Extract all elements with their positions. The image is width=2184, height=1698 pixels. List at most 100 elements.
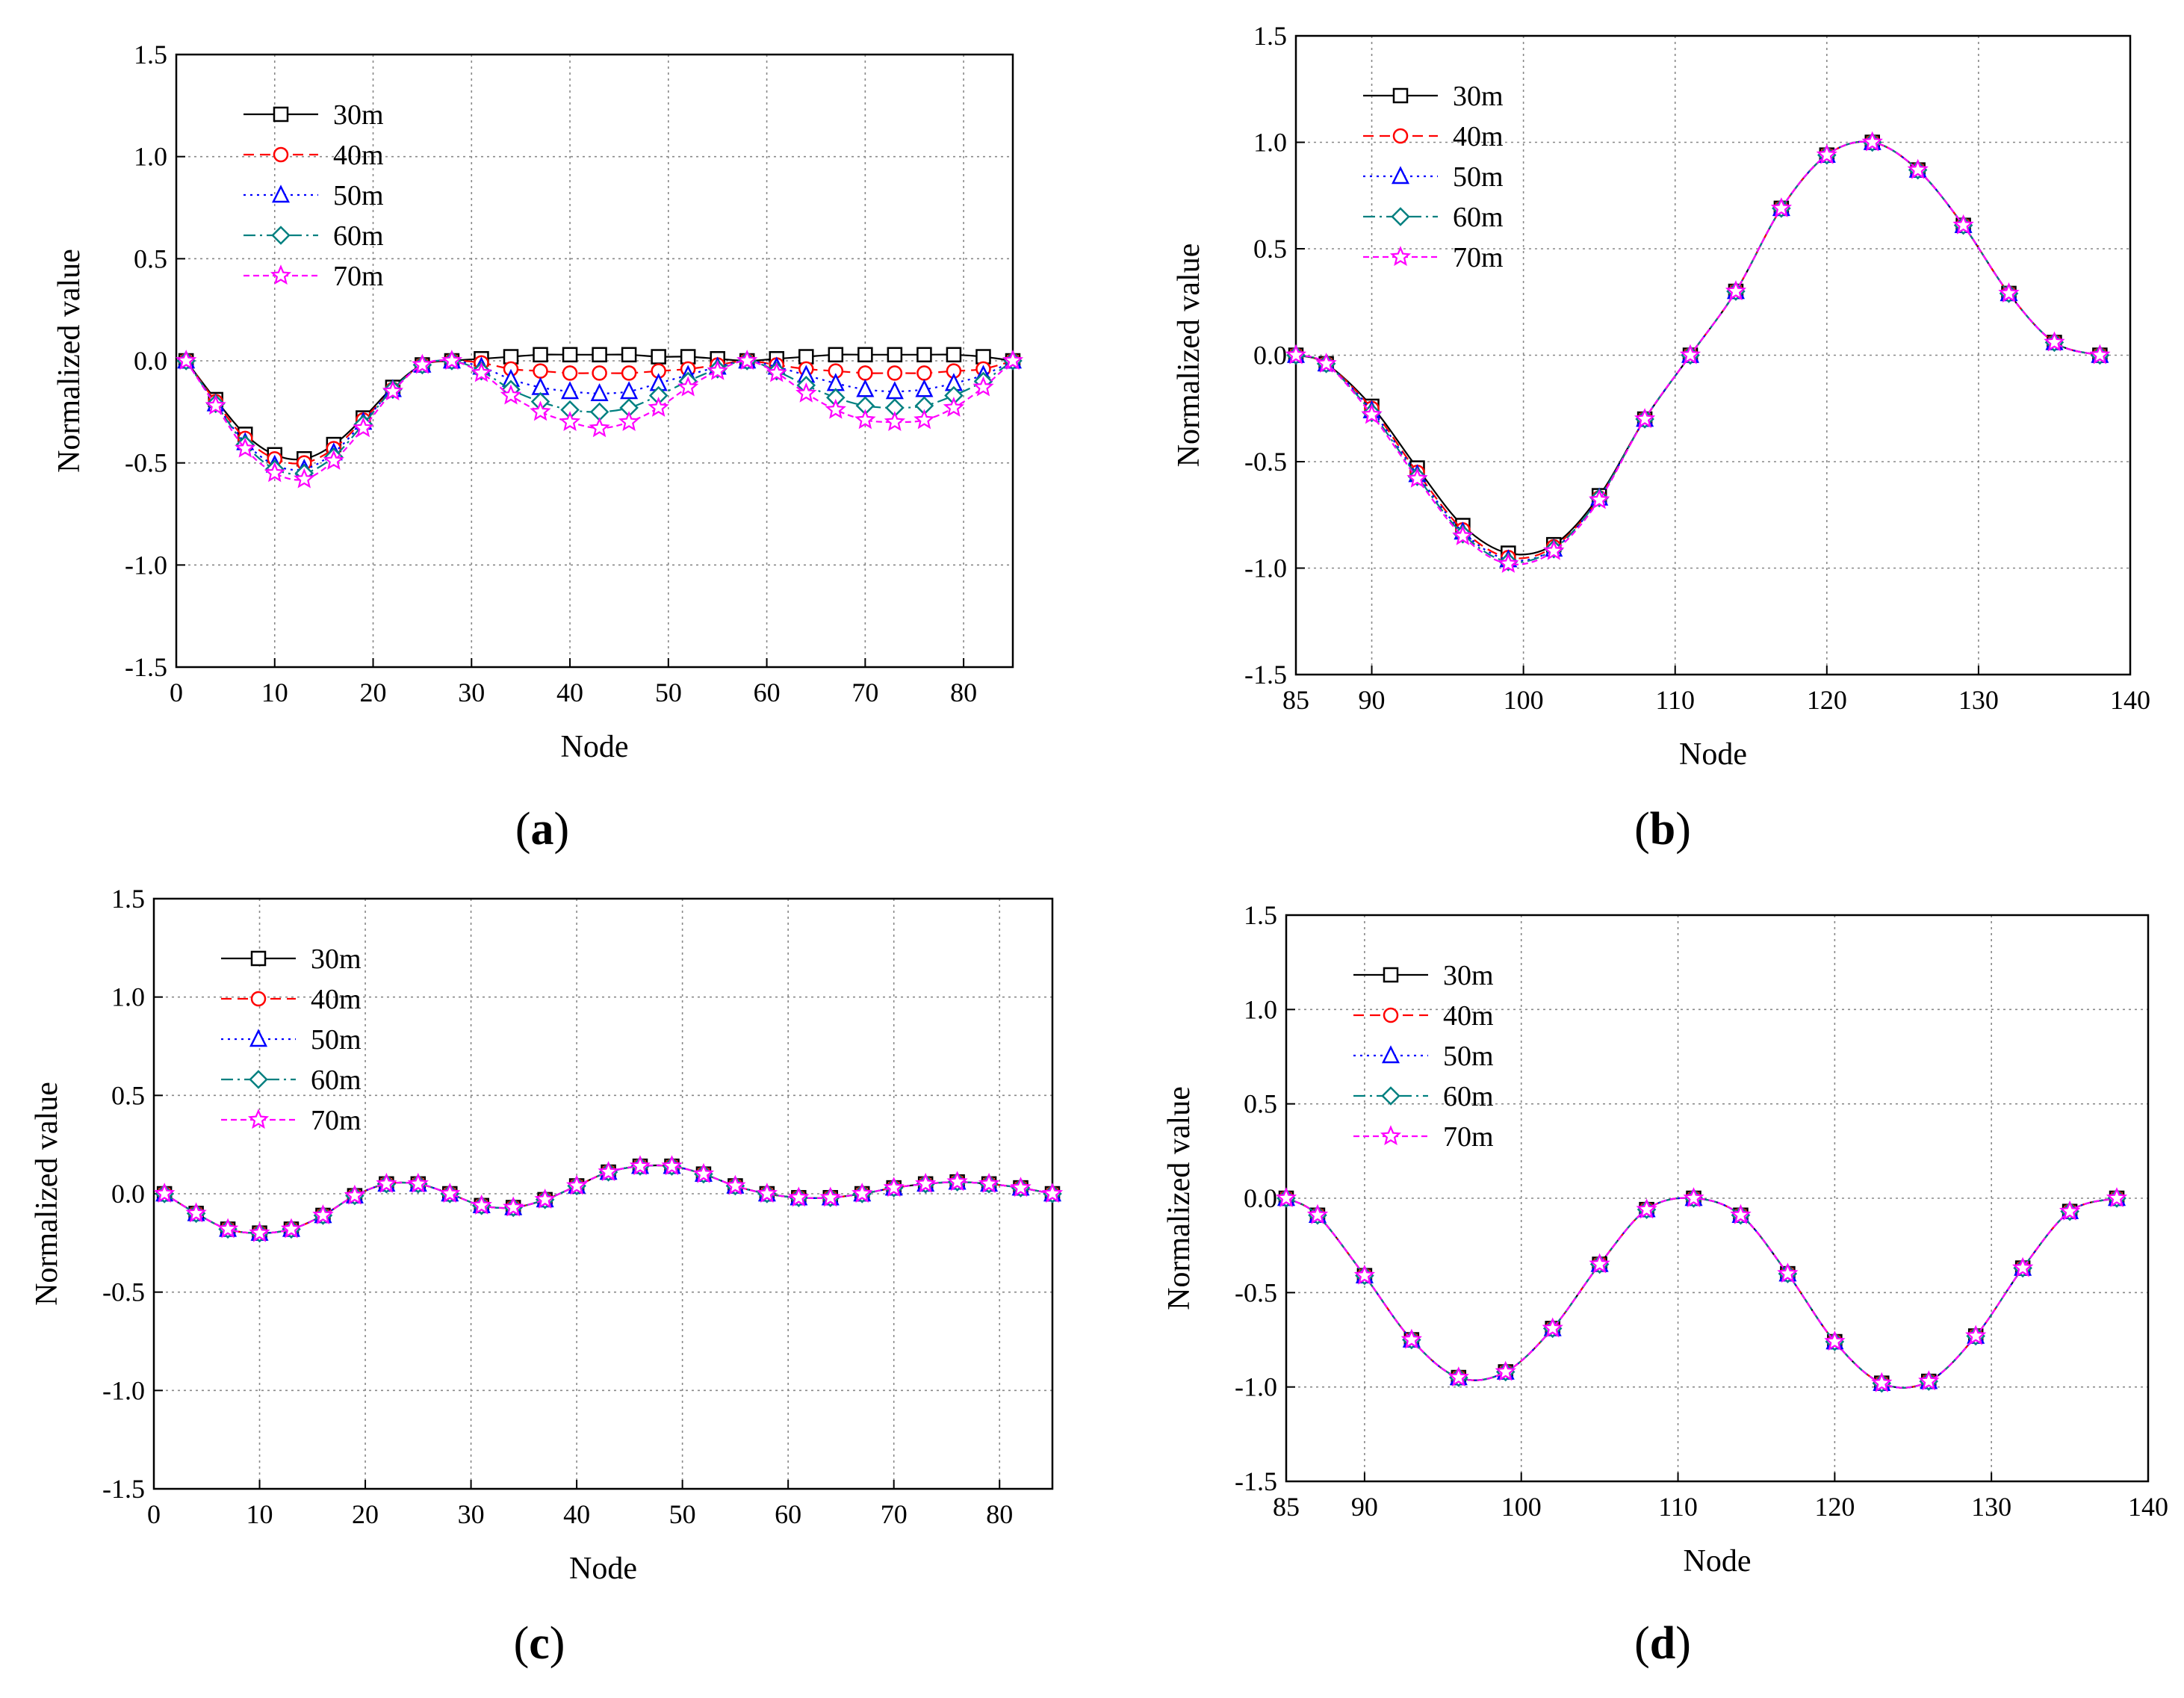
data-point	[500, 384, 522, 405]
data-point	[885, 381, 904, 400]
x-tick-label: 10	[246, 1499, 273, 1529]
y-tick-label: 0.5	[1244, 1089, 1277, 1119]
x-tick-label: 130	[1971, 1492, 2011, 1522]
legend-marker-40m	[273, 146, 289, 163]
data-point	[916, 365, 932, 381]
data-point	[978, 1172, 1000, 1193]
x-tick-label: 90	[1351, 1492, 1378, 1522]
data-point	[559, 411, 581, 432]
data-point	[1824, 1330, 1846, 1351]
data-point	[562, 347, 578, 363]
data-point	[185, 1202, 207, 1223]
legend-marker-70m	[270, 264, 292, 285]
data-point	[176, 350, 197, 371]
legend-marker-30m	[250, 950, 267, 967]
x-tick-label: 85	[1273, 1492, 1300, 1522]
data-point	[887, 347, 903, 363]
data-point	[590, 382, 609, 401]
legend-label-30m: 30m	[311, 943, 362, 975]
legend-marker-70m	[247, 1109, 270, 1130]
data-point	[756, 1183, 778, 1203]
data-point	[648, 397, 669, 417]
data-point	[677, 376, 699, 397]
data-point	[439, 1183, 461, 1203]
data-point	[235, 437, 256, 458]
y-tick-label: 0.0	[1253, 341, 1287, 371]
y-tick-label: -1.0	[125, 550, 167, 580]
data-point	[651, 349, 666, 365]
y-tick-label: 1.5	[1253, 21, 1287, 51]
data-point	[825, 398, 846, 419]
data-point	[736, 350, 758, 371]
data-point	[1306, 1203, 1329, 1224]
data-point	[344, 1184, 366, 1205]
x-tick-label: 110	[1655, 685, 1695, 715]
y-tick-label: 1.0	[134, 142, 167, 172]
x-tick-label: 70	[851, 678, 878, 707]
data-point	[916, 347, 932, 363]
data-point	[1907, 158, 1929, 179]
data-point	[2059, 1200, 2081, 1221]
data-point	[441, 350, 463, 371]
data-point	[471, 1194, 492, 1215]
data-point	[621, 365, 637, 381]
legend: 30m 40m 50m 60m 70m	[221, 943, 362, 1136]
x-tick-label: 30	[458, 1499, 485, 1529]
x-tick-label: 100	[1504, 685, 1544, 715]
legend-label-40m: 40m	[333, 140, 384, 171]
data-point	[2044, 331, 2065, 352]
y-tick-label: -1.0	[102, 1375, 145, 1405]
data-point	[621, 347, 637, 363]
x-tick-label: 130	[1958, 685, 1999, 715]
chart-panel-b: 85 90 100 110 120 130 140 -1.5 -1.0 -0.5 0.0 0.5 1.0…	[1172, 21, 2150, 855]
data-point	[661, 1155, 683, 1176]
legend-label-30m: 30m	[333, 99, 384, 131]
data-point	[561, 381, 580, 400]
y-tick-label: -1.5	[1244, 660, 1287, 690]
data-point	[562, 365, 578, 381]
legend-marker-60m	[249, 1070, 268, 1089]
data-point	[533, 363, 548, 379]
x-tick-label: 90	[1359, 685, 1386, 715]
y-tick-label: -1.5	[102, 1474, 145, 1504]
y-tick-label: -1.0	[1244, 554, 1287, 583]
data-point	[153, 1183, 176, 1203]
data-point	[589, 417, 610, 438]
data-point	[946, 1171, 968, 1192]
data-point	[854, 409, 876, 430]
x-tick-label: 85	[1282, 685, 1309, 715]
data-point	[1448, 1366, 1469, 1387]
x-tick-label: 80	[986, 1499, 1013, 1529]
y-tick-label: 0.5	[1253, 234, 1287, 264]
panel-label: (c)	[514, 1618, 565, 1669]
x-tick-label: 40	[563, 1499, 590, 1529]
panel-label-letter: d	[1650, 1618, 1675, 1669]
data-point	[353, 417, 374, 438]
series-30m	[1278, 1190, 2125, 1391]
data-point	[1725, 280, 1747, 301]
y-tick-label: 1.0	[1253, 128, 1287, 158]
gridlines	[1296, 36, 2130, 675]
data-point	[851, 1183, 873, 1203]
data-point	[1861, 131, 1883, 152]
panel-label-open: (	[514, 1618, 530, 1669]
legend-marker-70m	[1389, 246, 1412, 267]
legend-label-60m: 60m	[1443, 1081, 1494, 1112]
data-point	[1918, 1370, 1940, 1391]
data-point	[1041, 1183, 1064, 1203]
data-point	[620, 381, 639, 400]
x-tick-label: 120	[1814, 1492, 1855, 1522]
data-point	[1010, 1177, 1031, 1197]
panel-label-close: )	[550, 1618, 565, 1669]
data-point	[1589, 1253, 1610, 1274]
panel-label-close: )	[554, 804, 570, 855]
legend-label-40m: 40m	[311, 984, 362, 1015]
series-line-70m	[164, 1164, 1053, 1234]
y-tick-label: -1.5	[125, 652, 167, 682]
data-point	[1998, 282, 2020, 303]
x-tick-label: 140	[2110, 685, 2150, 715]
data-point	[913, 409, 935, 430]
legend-marker-30m	[273, 106, 289, 123]
y-tick-label: 1.5	[134, 40, 167, 69]
